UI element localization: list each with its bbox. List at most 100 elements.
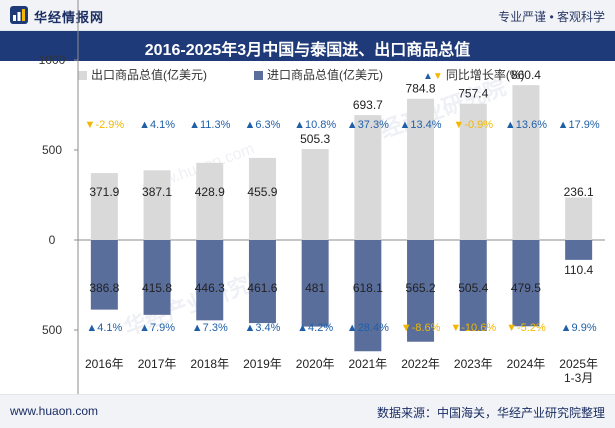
export-value-label: 371.9: [89, 185, 119, 199]
growth-up-arrow-icon: ▲: [189, 119, 200, 131]
x-tick-label-line: 2019年: [243, 357, 282, 371]
export-bar: [248, 157, 276, 240]
growth-up-arrow-icon: ▲: [400, 119, 411, 131]
growth-value: 13.4%: [410, 119, 441, 131]
export-bar: [407, 98, 435, 241]
growth-value: 4.2%: [308, 322, 333, 334]
growth-value: 7.3%: [203, 322, 228, 334]
export-bar: [301, 149, 329, 240]
import-growth-label: ▼-8.6%: [401, 322, 441, 334]
export-growth-label: ▼-0.9%: [453, 119, 493, 131]
legend-up-arrow-icon: ▲: [423, 71, 433, 82]
import-bar: [90, 240, 118, 310]
export-bar: [143, 170, 171, 240]
growth-up-arrow-icon: ▲: [86, 322, 97, 334]
import-growth-label: ▲3.4%: [244, 322, 280, 334]
import-growth-label: ▲7.9%: [139, 322, 175, 334]
import-bar: [248, 240, 276, 324]
growth-up-arrow-icon: ▲: [347, 119, 358, 131]
y-tick-label: 500: [42, 323, 62, 337]
import-bar: [565, 240, 593, 260]
export-value-label: 428.9: [195, 185, 225, 199]
legend-item-growth: ▲▼ 同比增长率(%): [423, 66, 524, 83]
x-tick-label-line: 2016年: [85, 357, 124, 371]
growth-down-arrow-icon: ▼: [85, 119, 96, 131]
legend-label-growth: 同比增长率(%): [445, 68, 525, 82]
growth-value: 6.3%: [255, 119, 280, 131]
import-value-label: 565.2: [406, 281, 436, 295]
growth-value: 3.4%: [255, 322, 280, 334]
footer-bar: www.huaon.com 数据来源：中国海关，华经产业研究院整理: [0, 394, 615, 428]
import-bar: [196, 240, 224, 321]
import-growth-label: ▲7.3%: [192, 322, 228, 334]
import-value-label: 479.5: [511, 281, 541, 295]
x-tick-label: 2016年: [85, 357, 124, 371]
growth-value: 11.3%: [200, 119, 231, 131]
x-tick-label: 2021年: [348, 357, 387, 371]
export-bar: [354, 115, 382, 240]
x-tick-label-line: 2025年: [559, 357, 598, 371]
growth-value: 7.9%: [150, 322, 175, 334]
growth-up-arrow-icon: ▲: [294, 119, 305, 131]
x-tick-label: 2019年: [243, 357, 282, 371]
export-bar: [196, 162, 224, 240]
export-bar: [512, 85, 540, 241]
chart-title: 2016-2025年3月中国与泰国进、出口商品总值: [144, 42, 471, 59]
export-bar: [459, 103, 487, 240]
import-bar: [459, 240, 487, 331]
export-bar: [90, 173, 118, 240]
top-bar: 华经情报网 专业严谨 • 客观科学: [0, 0, 615, 31]
import-growth-label: ▼-5.2%: [506, 322, 546, 334]
x-tick-label-line: 2024年: [507, 357, 546, 371]
import-value-label: 446.3: [195, 281, 225, 295]
growth-value: -8.6%: [412, 322, 441, 334]
export-bar: [565, 197, 593, 240]
x-tick-label-line: 2018年: [190, 357, 229, 371]
growth-up-arrow-icon: ▲: [561, 322, 572, 334]
growth-up-arrow-icon: ▲: [558, 119, 569, 131]
legend-item-import: 进口商品总值(亿美元): [254, 66, 383, 83]
export-growth-label: ▲37.3%: [347, 119, 389, 131]
x-tick-label-line: 2017年: [138, 357, 177, 371]
legend-swatch-import: [254, 71, 263, 81]
brand-name: 华经情报网: [34, 10, 105, 25]
growth-up-arrow-icon: ▲: [244, 322, 255, 334]
x-tick-label: 2017年: [138, 357, 177, 371]
import-value-label: 481: [305, 281, 325, 295]
import-bar: [301, 240, 329, 327]
import-bar: [143, 240, 171, 315]
x-tick-label: 2023年: [454, 357, 493, 371]
growth-up-arrow-icon: ▲: [192, 322, 203, 334]
export-growth-label: ▲10.8%: [294, 119, 336, 131]
import-value-label: 415.8: [142, 281, 172, 295]
huajing-logo-icon: [10, 6, 28, 24]
import-value-label: 386.8: [89, 281, 119, 295]
export-growth-label: ▲11.3%: [189, 119, 230, 131]
x-tick-label-line: 2022年: [401, 357, 440, 371]
export-value-label: 693.7: [353, 98, 383, 112]
import-bar: [512, 240, 540, 327]
legend-label-import: 进口商品总值(亿美元): [267, 68, 383, 82]
import-growth-label: ▲4.1%: [86, 322, 122, 334]
growth-up-arrow-icon: ▲: [297, 322, 308, 334]
export-value-label: 784.8: [406, 82, 436, 96]
growth-up-arrow-icon: ▲: [347, 322, 358, 334]
growth-value: 10.8%: [305, 119, 336, 131]
export-value-label: 387.1: [142, 185, 172, 199]
import-bar: [354, 240, 382, 352]
x-tick-label: 2020年: [296, 357, 335, 371]
export-growth-label: ▼-2.9%: [85, 119, 125, 131]
import-growth-label: ▲9.9%: [561, 322, 597, 334]
import-value-label: 110.4: [564, 263, 593, 277]
y-tick-label: 500: [42, 143, 62, 157]
growth-value: 4.1%: [150, 119, 175, 131]
growth-value: 9.9%: [572, 322, 597, 334]
growth-up-arrow-icon: ▲: [505, 119, 516, 131]
import-value-label: 505.4: [458, 281, 488, 295]
x-tick-label-line: 1-3月: [564, 371, 593, 385]
export-value-label: 236.1: [564, 185, 594, 199]
growth-down-arrow-icon: ▼: [450, 322, 461, 334]
import-growth-label: ▲28.4%: [347, 322, 389, 334]
growth-down-arrow-icon: ▼: [506, 322, 517, 334]
